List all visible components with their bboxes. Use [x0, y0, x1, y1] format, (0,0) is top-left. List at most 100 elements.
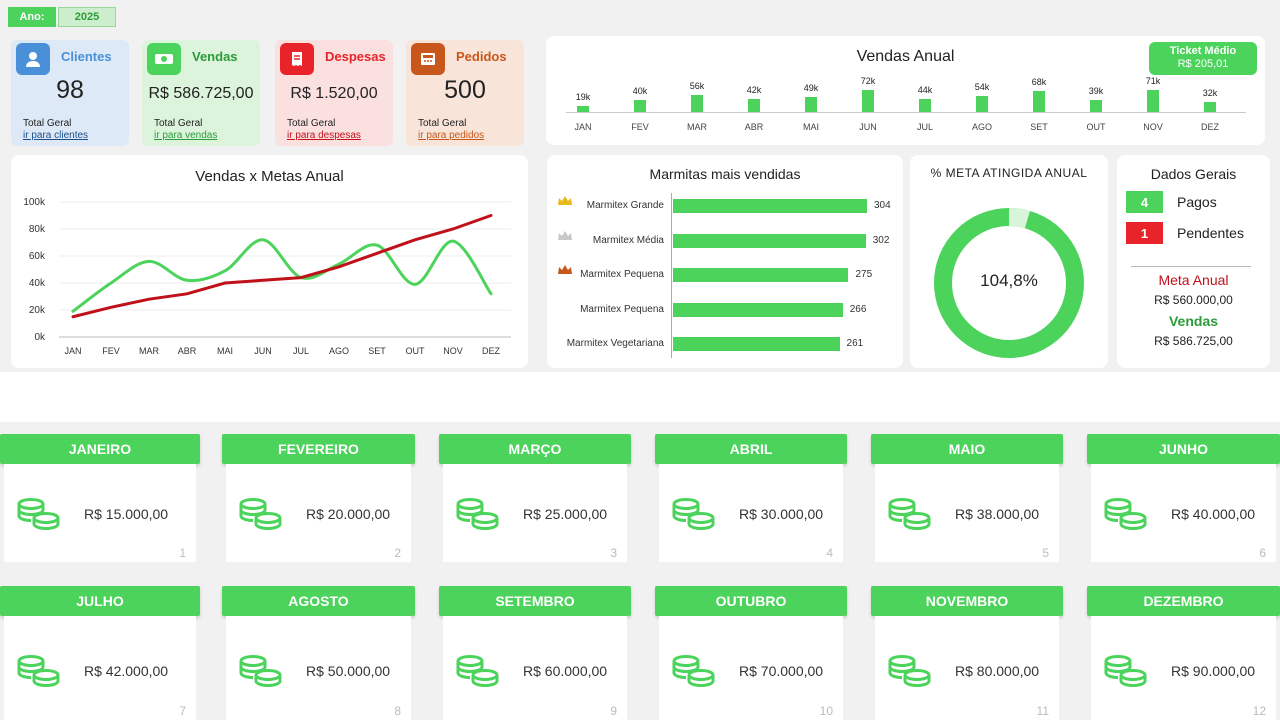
money-icon: [147, 43, 181, 75]
x-tick-label: SET: [368, 346, 386, 356]
sales-bar: [805, 97, 817, 112]
month-header-setembro[interactable]: SETEMBRO: [439, 586, 631, 616]
marmita-bar: [673, 199, 867, 213]
month-header-outubro[interactable]: OUTUBRO: [655, 586, 847, 616]
month-card-body: [4, 616, 196, 720]
marmita-name: Marmitex Pequena: [580, 303, 664, 315]
marmitas-title: Marmitas mais vendidas: [649, 166, 801, 182]
month-axis-label: SET: [1030, 122, 1048, 132]
user-icon: [16, 43, 50, 75]
coins-icon: [238, 654, 284, 695]
metas-series-line: [71, 214, 493, 319]
month-number: 8: [394, 704, 401, 718]
crown-icon: [557, 263, 573, 281]
link-vendas[interactable]: ir para vendas: [154, 130, 218, 141]
month-header-junho[interactable]: JUNHO: [1087, 434, 1280, 464]
sales-bar-label: 56k: [689, 80, 705, 91]
kpi-value: 98: [56, 76, 84, 104]
vendas-metas-card: Vendas x Metas Anual 100k 80k 60k 40k 20k 0k J…: [11, 155, 528, 368]
month-number: 12: [1252, 704, 1266, 718]
vendas-anual-card: Vendas Anual Ticket Médio R$ 205,01 19k J…: [546, 36, 1265, 145]
link-clientes[interactable]: ir para clientes: [23, 130, 89, 141]
sales-bar-label: 54k: [974, 81, 990, 92]
month-amount: R$ 40.000,00: [1171, 506, 1256, 522]
divider: [1131, 266, 1251, 267]
month-header-agosto[interactable]: AGOSTO: [222, 586, 415, 616]
month-header-abril[interactable]: ABRIL: [655, 434, 847, 464]
month-header-dezembro[interactable]: DEZEMBRO: [1087, 586, 1280, 616]
coins-icon: [238, 497, 284, 538]
month-number: 5: [1042, 546, 1049, 560]
kpi-title: Vendas: [192, 49, 238, 64]
register-icon: [411, 43, 445, 75]
sales-bar: [748, 99, 760, 112]
month-amount: R$ 90.000,00: [1171, 663, 1256, 679]
sales-bar-label: 40k: [632, 85, 648, 96]
kpi-total-label: Total Geral: [418, 118, 467, 129]
month-number: 10: [819, 704, 833, 718]
month-amount: R$ 70.000,00: [739, 663, 824, 679]
month-header-novembro[interactable]: NOVEMBRO: [871, 586, 1063, 616]
meta-anual-value: R$ 560.000,00: [1154, 293, 1233, 307]
link-pedidos[interactable]: ir para pedidos: [418, 130, 485, 141]
spacer-band: [0, 372, 1280, 422]
sales-bar: [1090, 100, 1102, 112]
month-number: 3: [610, 546, 617, 560]
marmita-name: Marmitex Média: [592, 234, 664, 246]
month-header-março[interactable]: MARÇO: [439, 434, 631, 464]
y-tick-label: 80k: [29, 224, 46, 235]
pendentes-count: 1: [1126, 222, 1163, 244]
sales-bar-label: 42k: [746, 85, 762, 96]
coins-icon: [887, 497, 933, 538]
x-tick-label: DEZ: [482, 346, 501, 356]
month-header-maio[interactable]: MAIO: [871, 434, 1063, 464]
month-header-fevereiro[interactable]: FEVEREIRO: [222, 434, 415, 464]
meta-percent: 104,8%: [980, 271, 1038, 290]
vendas-metas-title: Vendas x Metas Anual: [195, 168, 344, 185]
y-tick-label: 20k: [29, 305, 46, 316]
sales-bar-label: 32k: [1202, 88, 1218, 99]
vendas-anual-title: Vendas Anual: [856, 48, 955, 65]
x-tick-label: ABR: [178, 346, 197, 356]
kpi-title: Clientes: [61, 49, 112, 64]
marmita-name: Marmitex Pequena: [580, 269, 664, 280]
month-amount: R$ 38.000,00: [955, 506, 1040, 522]
ticket-medio-badge: Ticket Médio R$ 205,01: [1149, 42, 1257, 75]
month-amount: R$ 30.000,00: [739, 506, 824, 522]
month-card-body: [875, 616, 1059, 720]
coins-icon: [671, 654, 717, 695]
meta-anual-label: Meta Anual: [1158, 272, 1229, 288]
sales-bar-label: 71k: [1145, 76, 1161, 87]
year-selector[interactable]: 2025: [58, 7, 116, 27]
marmita-bar: [673, 337, 840, 351]
sales-bar: [1033, 91, 1045, 112]
x-tick-label: JUN: [254, 346, 272, 356]
kpi-vendas-card: Vendas R$ 586.725,00 Total Geral ir para…: [142, 40, 260, 146]
month-number: 4: [826, 546, 833, 560]
coins-icon: [671, 497, 717, 538]
axis-line: [566, 112, 1246, 113]
month-axis-label: OUT: [1086, 122, 1106, 132]
month-header-janeiro[interactable]: JANEIRO: [0, 434, 200, 464]
marmita-value: 266: [849, 303, 867, 315]
month-amount: R$ 80.000,00: [955, 663, 1040, 679]
meta-donut: [934, 208, 1084, 358]
kpi-despesas-card: Despesas R$ 1.520,00 Total Geral ir para…: [275, 40, 393, 146]
sales-bar: [1204, 102, 1216, 112]
month-number: 11: [1036, 704, 1049, 718]
month-amount: R$ 25.000,00: [523, 506, 608, 522]
coins-icon: [887, 654, 933, 695]
pagos-count: 4: [1126, 191, 1163, 213]
x-tick-label: JAN: [64, 346, 81, 356]
month-axis-label: DEZ: [1201, 122, 1219, 132]
year-label: Ano:: [8, 7, 56, 27]
link-despesas[interactable]: ir para despesas: [287, 130, 361, 141]
sales-bar: [691, 94, 703, 112]
kpi-clientes-card: Clientes 98 Total Geral ir para clientes: [11, 40, 129, 146]
kpi-title: Pedidos: [456, 49, 507, 64]
month-axis-label: ABR: [744, 122, 764, 132]
kpi-total-label: Total Geral: [154, 118, 203, 129]
x-tick-label: JUL: [293, 346, 309, 356]
month-header-julho[interactable]: JULHO: [0, 586, 200, 616]
ticket-medio-value: R$ 205,01: [1177, 58, 1229, 70]
